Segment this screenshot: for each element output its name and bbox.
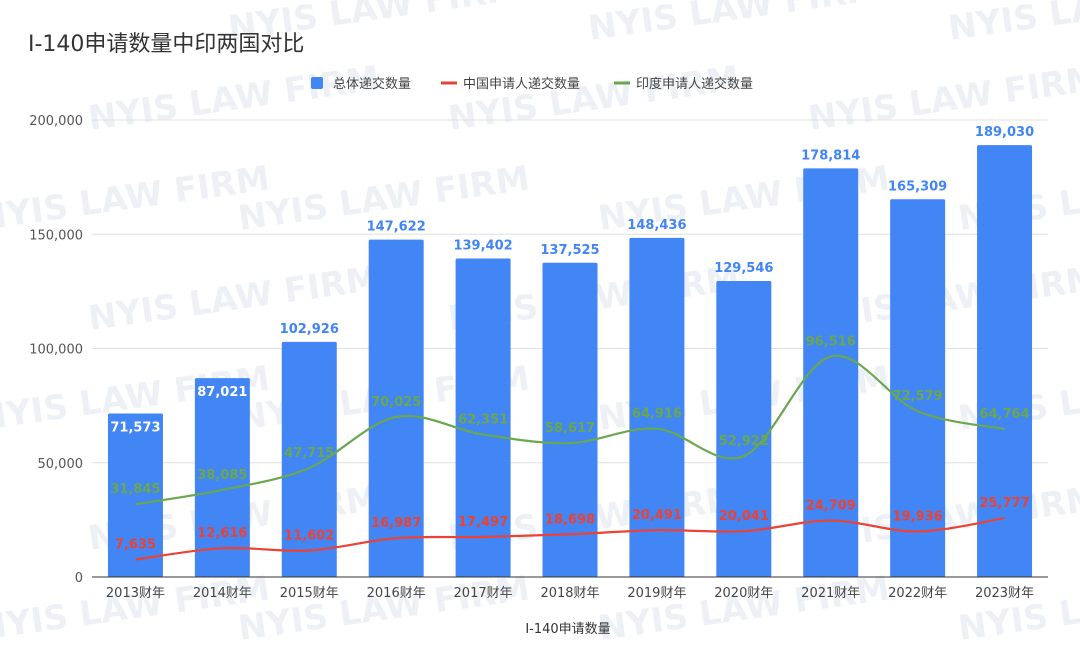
china-data-label: 16,987 [371, 516, 421, 531]
x-tick-label: 2015财年 [280, 586, 339, 601]
bar-series [107, 145, 1033, 578]
china-data-label: 24,709 [806, 499, 856, 514]
x-tick-label: 2023财年 [975, 586, 1034, 601]
bar-data-label: 148,436 [627, 218, 686, 233]
watermark-text: NYIS LAW FIRM [0, 158, 272, 238]
china-data-label: 19,936 [893, 509, 943, 524]
watermark-text: NYIS LAW FIRM [86, 58, 382, 138]
india-data-label: 47,715 [284, 446, 334, 461]
bar-data-label: 71,573 [110, 420, 160, 435]
china-data-label: 12,616 [197, 526, 247, 541]
bar [455, 258, 511, 577]
watermark-text: NYIS LAW FIRM [0, 568, 272, 648]
india-data-label: 62,351 [458, 413, 508, 428]
data-labels: 71,573 87,021 102,926 147,622 139,402 137,525… [110, 125, 1034, 552]
legend-label: 总体递交数量 [333, 76, 411, 92]
y-tick-label: 0 [75, 571, 83, 586]
china-series-line [135, 517, 1005, 561]
watermark-text: NYIS LAW FIRM [956, 568, 1080, 648]
x-tick-label: 2021财年 [801, 586, 860, 601]
x-tick-label: 2020财年 [714, 586, 773, 601]
x-axis-label: I-140申请数量 [525, 622, 610, 637]
bar-data-label: 178,814 [801, 148, 860, 163]
china-data-label: 17,497 [458, 515, 508, 530]
bar-data-label: 102,926 [280, 322, 339, 337]
y-tick-label: 50,000 [38, 457, 84, 472]
watermark-text: NYIS LAW FIRM [236, 568, 532, 648]
india-data-label: 52,922 [719, 434, 769, 449]
bar [194, 378, 250, 577]
india-data-label: 70,025 [371, 395, 421, 410]
legend-item[interactable]: 中国申请人递交数量 [441, 76, 580, 92]
watermark-text: NYIS LAW FIRM [586, 0, 882, 49]
bar [368, 239, 424, 578]
china-data-label: 7,635 [115, 538, 156, 553]
bar-data-label: 87,021 [197, 385, 247, 400]
line-series [135, 354, 1005, 561]
china-data-label: 11,602 [284, 528, 334, 543]
india-data-label: 38,085 [197, 468, 247, 483]
watermark-text: NYIS LAW FIRM [946, 0, 1080, 49]
bar [542, 262, 598, 577]
bar [629, 237, 685, 578]
legend-label: 中国申请人递交数量 [463, 76, 580, 92]
bar [803, 168, 859, 577]
india-data-label: 96,516 [806, 334, 856, 349]
x-tick-label: 2019财年 [627, 586, 686, 601]
watermark-text: NYIS LAW FIRM [596, 568, 892, 648]
bar [890, 199, 946, 578]
bar-data-label: 137,525 [540, 243, 599, 258]
bar [716, 280, 772, 577]
legend[interactable]: 总体递交数量 中国申请人递交数量 印度申请人递交数量 [311, 76, 753, 92]
watermark-text: NYIS LAW FIRM [806, 58, 1080, 138]
india-data-label: 72,579 [893, 389, 943, 404]
x-tick-label: 2014财年 [193, 586, 252, 601]
axes: 0 50,000 100,000 150,000 200,000 2013财年 2014财年… [29, 114, 1048, 601]
chart-title: I-140申请数量中印两国对比 [28, 32, 304, 57]
india-series-line [135, 354, 1005, 506]
y-tick-label: 200,000 [29, 114, 83, 129]
legend-label: 印度申请人递交数量 [636, 76, 753, 92]
watermark-text: NYIS LAW FIRM [446, 58, 742, 138]
x-tick-label: 2017财年 [454, 586, 513, 601]
x-tick-label: 2018财年 [540, 586, 599, 601]
bar-data-label: 129,546 [714, 261, 773, 276]
india-data-label: 31,845 [110, 482, 160, 497]
india-data-label: 64,916 [632, 407, 682, 422]
bar-data-label: 189,030 [975, 125, 1034, 140]
legend-item[interactable]: 总体递交数量 [311, 76, 411, 92]
india-data-label: 64,764 [979, 407, 1029, 422]
legend-item[interactable]: 印度申请人递交数量 [614, 76, 753, 92]
y-tick-label: 150,000 [29, 228, 83, 243]
bar [281, 341, 337, 577]
x-tick-label: 2016财年 [367, 586, 426, 601]
x-tick-label: 2022财年 [888, 586, 947, 601]
legend-swatch [311, 77, 323, 89]
bar-data-label: 139,402 [453, 238, 512, 253]
bar-data-label: 165,309 [888, 179, 947, 194]
china-data-label: 25,777 [979, 496, 1029, 511]
bar-data-label: 147,622 [367, 220, 426, 235]
y-tick-label: 100,000 [29, 343, 83, 358]
china-data-label: 18,698 [545, 512, 595, 527]
india-data-label: 58,617 [545, 421, 595, 436]
bar [977, 145, 1033, 577]
bar [107, 413, 163, 577]
china-data-label: 20,041 [719, 509, 769, 524]
china-data-label: 20,491 [632, 508, 682, 523]
x-tick-label: 2013财年 [106, 586, 165, 601]
